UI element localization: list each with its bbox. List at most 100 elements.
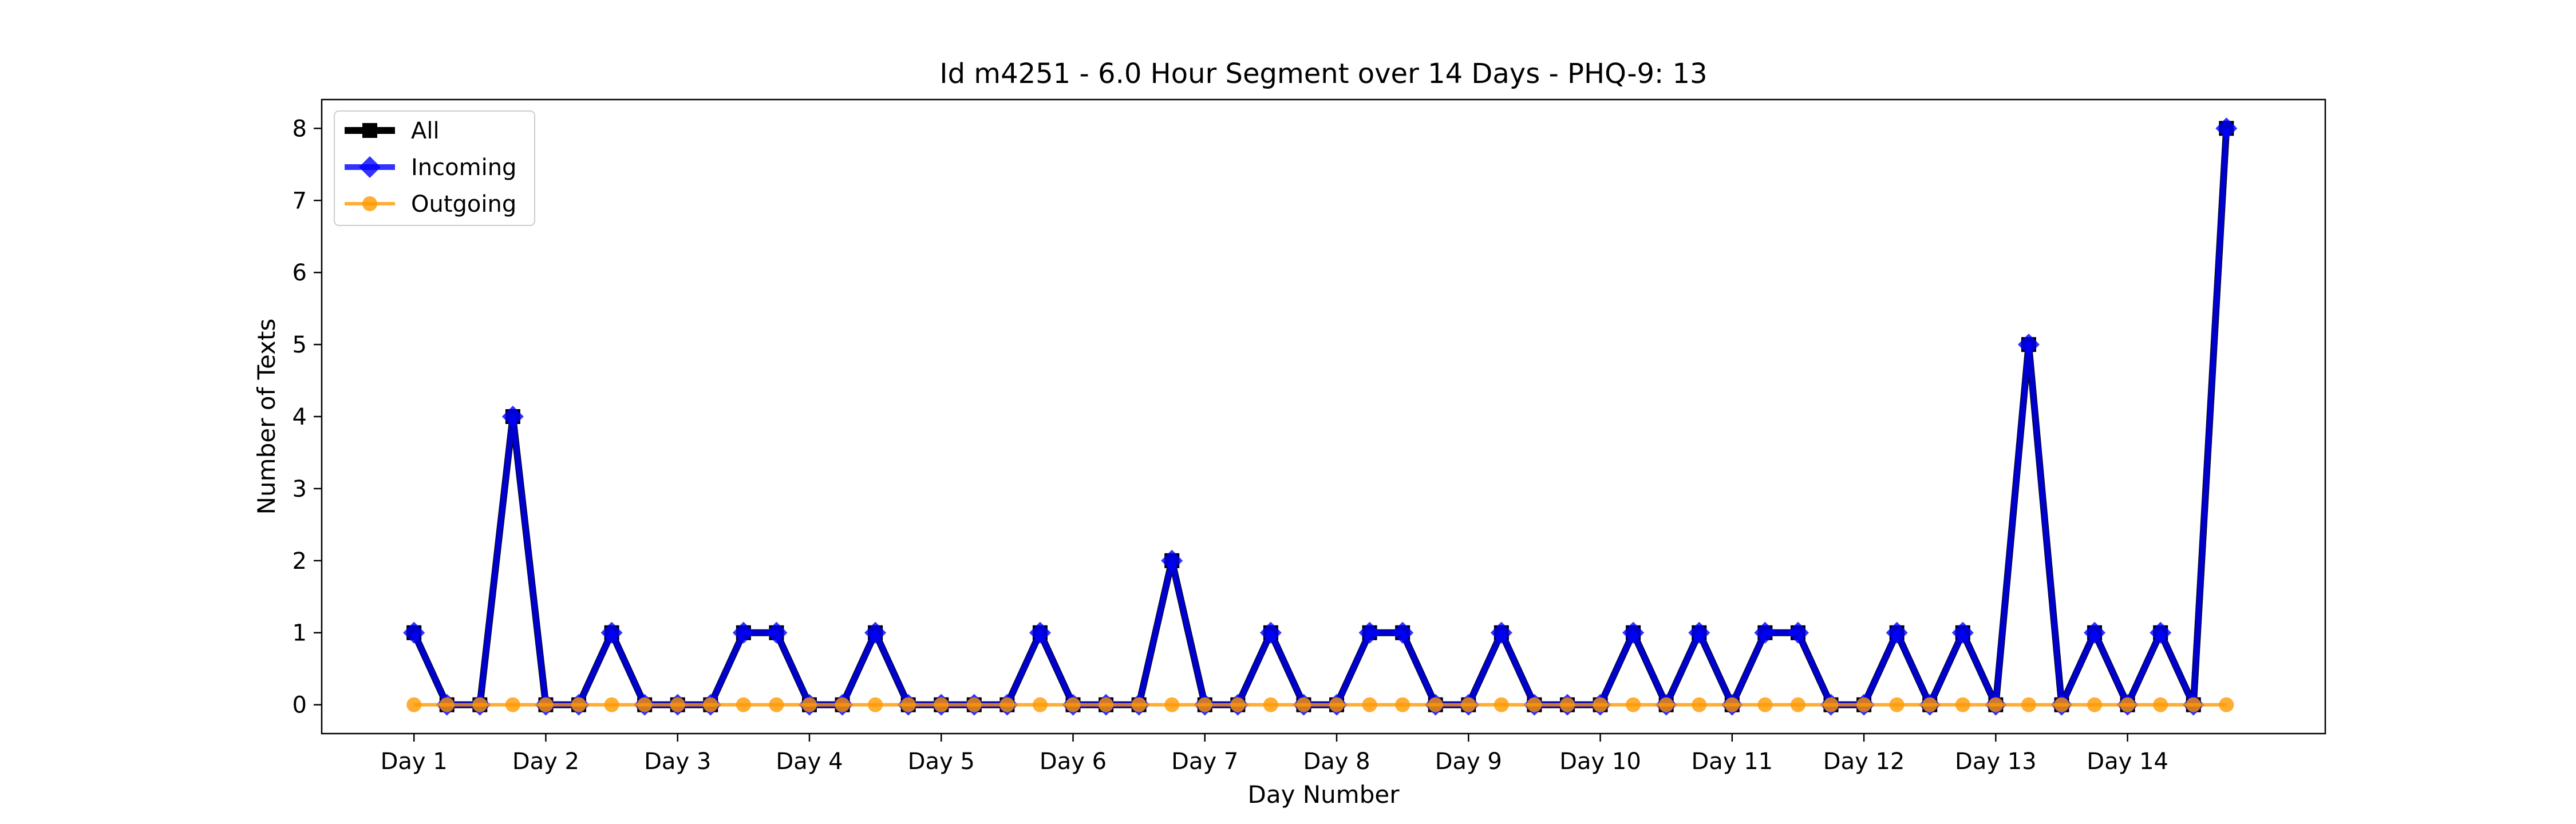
data-point — [1131, 697, 1147, 712]
data-point — [1658, 697, 1674, 712]
data-point — [1823, 697, 1839, 712]
data-point — [1490, 621, 1512, 644]
legend-box — [334, 110, 535, 226]
data-point — [1951, 621, 1974, 644]
data-point — [1032, 697, 1048, 712]
data-point — [1886, 621, 1908, 644]
legend-label: Incoming — [411, 154, 516, 181]
data-point — [637, 697, 653, 712]
data-point — [1362, 697, 1377, 712]
data-point — [1461, 697, 1476, 712]
data-point — [864, 621, 887, 644]
data-point — [999, 697, 1015, 712]
data-point — [501, 405, 524, 428]
data-point — [1626, 697, 1641, 712]
x-tick-label: Day 13 — [1955, 748, 2037, 775]
y-tick-label: 8 — [293, 116, 307, 142]
data-point — [765, 621, 788, 644]
x-axis: Day 1 Day 2 Day 3 Day 4 Day 5 Day 6 Day 7 Day 8… — [381, 734, 2168, 775]
legend-label: Outgoing — [411, 191, 516, 217]
data-point — [1988, 697, 2004, 712]
data-point — [801, 697, 817, 712]
x-tick-label: Day 12 — [1823, 748, 1905, 775]
y-tick-label: 3 — [293, 476, 307, 502]
data-point — [2219, 697, 2234, 712]
y-axis: 0 1 2 3 4 5 6 7 8 — [293, 116, 322, 719]
data-point — [1099, 697, 1114, 712]
data-point — [1787, 621, 1809, 644]
data-point — [1065, 697, 1081, 712]
legend-label: All — [411, 118, 440, 144]
x-tick-label: Day 8 — [1303, 748, 1370, 775]
y-tick-label: 4 — [293, 404, 307, 430]
legend: All Incoming Outgoing — [334, 110, 535, 226]
data-point — [2017, 334, 2040, 356]
series-outgoing — [406, 697, 2234, 712]
series-layer — [403, 117, 2238, 716]
data-point — [1754, 621, 1776, 644]
data-point — [571, 697, 587, 712]
x-tick-label: Day 11 — [1692, 748, 1773, 775]
data-point — [1856, 697, 1872, 712]
legend-entry: Outgoing — [345, 191, 516, 217]
data-point — [900, 697, 916, 712]
data-point — [2150, 621, 2172, 644]
data-point — [1230, 697, 1246, 712]
y-tick-label: 2 — [293, 548, 307, 575]
data-point — [1622, 621, 1645, 644]
data-point — [472, 697, 488, 712]
legend-marker — [362, 123, 377, 138]
y-tick-label: 6 — [293, 260, 307, 286]
data-point — [406, 697, 422, 712]
data-point — [2054, 697, 2069, 712]
data-point — [2215, 117, 2238, 140]
data-point — [1790, 697, 1805, 712]
y-tick-label: 1 — [293, 620, 307, 647]
x-tick-label: Day 4 — [776, 748, 843, 775]
data-point — [1197, 697, 1212, 712]
x-axis-label: Day Number — [1247, 781, 1400, 809]
data-point — [1296, 697, 1311, 712]
data-point — [2186, 697, 2201, 712]
data-point — [732, 621, 754, 644]
y-tick-label: 0 — [293, 692, 307, 719]
data-point — [538, 697, 554, 712]
data-point — [1688, 621, 1710, 644]
data-point — [736, 697, 751, 712]
x-tick-label: Day 10 — [1559, 748, 1641, 775]
legend-marker — [362, 196, 377, 211]
data-point — [403, 621, 425, 644]
data-point — [505, 697, 520, 712]
data-point — [966, 697, 982, 712]
data-point — [2087, 697, 2103, 712]
data-point — [1161, 549, 1183, 572]
x-tick-label: Day 5 — [908, 748, 975, 775]
data-point — [1527, 697, 1542, 712]
y-axis-label: Number of Texts — [252, 319, 280, 515]
x-tick-label: Day 14 — [2087, 748, 2168, 775]
data-point — [1329, 697, 1345, 712]
legend-entry: Incoming — [345, 154, 516, 181]
data-point — [1428, 697, 1443, 712]
data-point — [769, 697, 784, 712]
data-point — [1164, 697, 1180, 712]
data-point — [1692, 697, 1707, 712]
data-point — [1029, 621, 1051, 644]
data-point — [1757, 697, 1773, 712]
data-point — [835, 697, 850, 712]
data-point — [1259, 621, 1282, 644]
data-point — [1392, 621, 1414, 644]
data-point — [934, 697, 949, 712]
data-point — [868, 697, 883, 712]
data-point — [1263, 697, 1278, 712]
x-tick-label: Day 2 — [512, 748, 579, 775]
x-tick-label: Day 3 — [644, 748, 711, 775]
data-point — [1494, 697, 1509, 712]
data-point — [2120, 697, 2135, 712]
data-point — [1593, 697, 1608, 712]
data-point — [604, 697, 619, 712]
data-point — [670, 697, 685, 712]
data-point — [1724, 697, 1740, 712]
x-tick-label: Day 9 — [1435, 748, 1502, 775]
